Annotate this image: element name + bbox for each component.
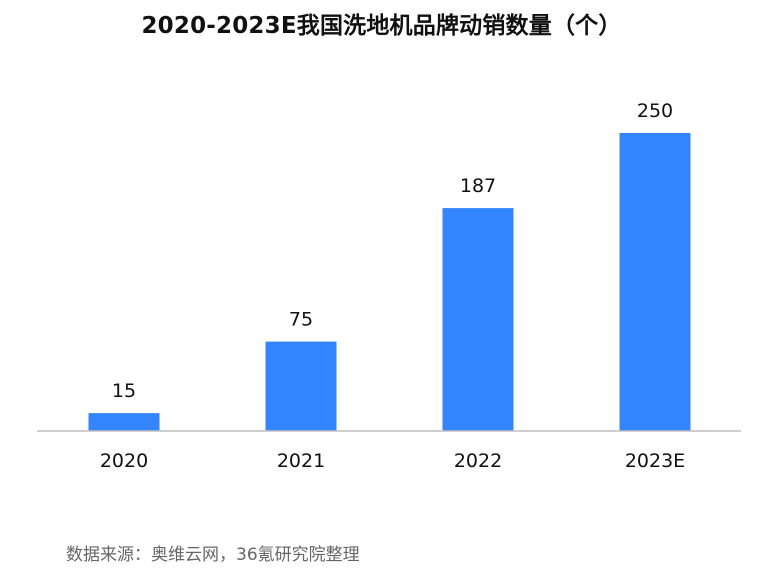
bar-2021 xyxy=(265,341,337,431)
x-tick-label-2022: 2022 xyxy=(454,450,502,472)
value-labels-layer: 15 75 187 250 xyxy=(112,100,673,402)
value-label-2021: 75 xyxy=(289,309,313,331)
x-tick-label-2023E: 2023E xyxy=(625,450,685,472)
bar-2022 xyxy=(442,208,514,431)
value-label-2020: 15 xyxy=(112,380,136,402)
x-tick-label-2021: 2021 xyxy=(277,450,325,472)
bar-2023E xyxy=(619,133,691,431)
bar-2020 xyxy=(88,413,160,431)
value-label-2023E: 250 xyxy=(637,100,673,122)
source-note: 数据来源：奥维云网，36氪研究院整理 xyxy=(66,545,360,565)
x-tick-labels-layer: 2020 2021 2022 2023E xyxy=(100,450,685,472)
chart-title: 2020-2023E我国洗地机品牌动销数量（个） xyxy=(141,13,622,39)
x-tick-label-2020: 2020 xyxy=(100,450,148,472)
value-label-2022: 187 xyxy=(460,175,496,197)
bars-layer xyxy=(88,133,691,431)
